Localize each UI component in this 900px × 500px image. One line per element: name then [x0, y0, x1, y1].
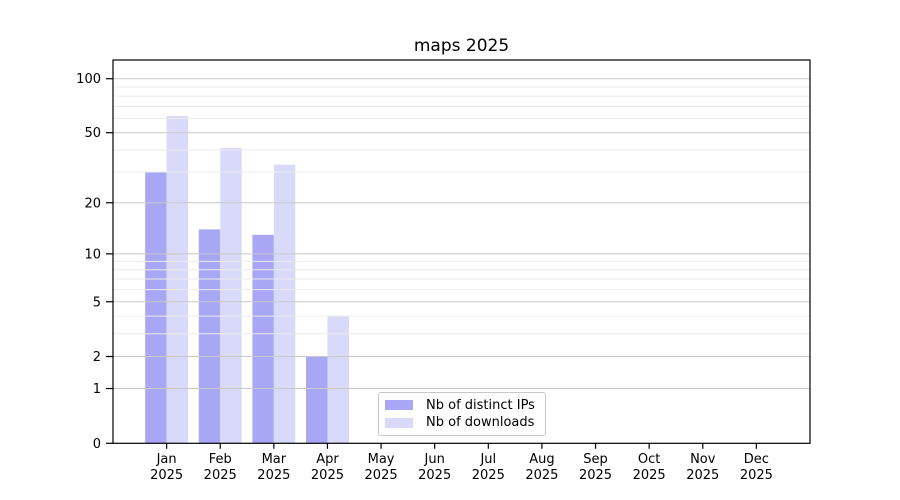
x-tick-label-year-jul: 2025 — [472, 468, 505, 483]
x-tick-label-month-nov: Nov — [690, 452, 716, 467]
chart-title: maps 2025 — [413, 36, 510, 56]
x-tick-label-month-feb: Feb — [209, 452, 232, 467]
legend-item-downloads: Nb of downloads — [385, 415, 539, 430]
x-tick-label-year-mar: 2025 — [257, 468, 290, 483]
x-tick-label-month-apr: Apr — [316, 452, 339, 467]
y-tick-label-5: 5 — [93, 295, 101, 310]
x-tick-label-year-may: 2025 — [365, 468, 398, 483]
legend: Nb of distinct IPs Nb of downloads — [378, 392, 546, 436]
x-tick-label-year-feb: 2025 — [204, 468, 237, 483]
y-tick-label-50: 50 — [84, 126, 101, 141]
legend-label-distinct-ips: Nb of distinct IPs — [426, 397, 535, 413]
bar-nb-of-downloads-jan — [166, 116, 189, 444]
x-tick-label-year-sep: 2025 — [579, 468, 612, 483]
x-tick-label-year-jun: 2025 — [418, 468, 451, 483]
x-tick-label-month-dec: Dec — [744, 452, 769, 467]
x-tick-label-year-apr: 2025 — [311, 468, 344, 483]
bar-nb-of-distinct-ips-jan — [145, 172, 167, 444]
y-tick-label-20: 20 — [84, 196, 101, 211]
x-tick-label-month-oct: Oct — [638, 452, 660, 467]
x-tick-label-month-mar: Mar — [262, 452, 287, 467]
x-tick-label-year-nov: 2025 — [686, 468, 719, 483]
y-tick-label-10: 10 — [84, 247, 101, 262]
x-tick-label-year-dec: 2025 — [740, 468, 773, 483]
plot-frame — [112, 59, 811, 444]
x-tick-label-year-aug: 2025 — [525, 468, 558, 483]
x-tick-label-month-jul: Jul — [479, 452, 496, 467]
y-tick-label-1: 1 — [93, 382, 101, 397]
bar-nb-of-distinct-ips-apr — [306, 356, 328, 444]
bar-nb-of-downloads-feb — [220, 148, 242, 444]
legend-item-distinct-ips: Nb of distinct IPs — [385, 398, 539, 413]
x-tick-label-month-aug: Aug — [529, 452, 554, 467]
x-tick-label-month-jan: Jan — [156, 452, 177, 467]
x-tick-label-month-may: May — [368, 452, 395, 467]
bar-nb-of-downloads-apr — [327, 316, 349, 444]
x-tick-label-year-jan: 2025 — [150, 468, 183, 483]
legend-swatch-downloads-icon — [385, 417, 413, 428]
x-tick-label-month-sep: Sep — [583, 452, 608, 467]
bar-nb-of-distinct-ips-feb — [198, 229, 221, 444]
y-tick-label-2: 2 — [93, 350, 101, 365]
x-tick-label-month-jun: Jun — [424, 452, 445, 467]
legend-label-downloads: Nb of downloads — [426, 415, 535, 431]
bar-nb-of-downloads-mar — [273, 164, 296, 444]
legend-swatch-distinct-ips-icon — [385, 400, 413, 411]
bar-nb-of-distinct-ips-mar — [252, 234, 274, 444]
x-tick-label-year-oct: 2025 — [633, 468, 666, 483]
y-tick-label-100: 100 — [76, 72, 101, 87]
y-tick-label-0: 0 — [93, 437, 101, 452]
